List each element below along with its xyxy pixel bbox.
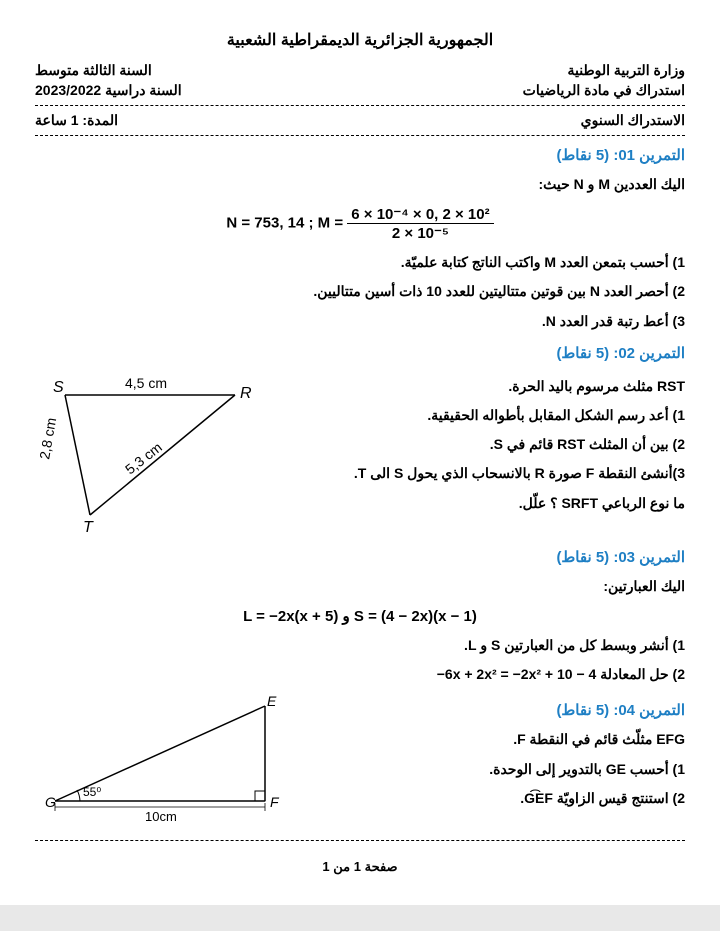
subject: استدراك في مادة الرياضيات [523,82,685,99]
svg-text:10cm: 10cm [145,809,177,824]
ex3-q1: 1) أنشر وبسط كل من العبارتين S و L. [35,633,685,658]
svg-text:E: E [267,693,277,709]
ex2-q3: 3)أنشئ النقطة F صورة R بالانسحاب الذي يح… [265,461,685,486]
svg-text:T: T [83,519,94,535]
ex2-triangle: S R T 4,5 cm 2,8 cm 5,3 cm [35,370,265,538]
ex3-formula: L = −2x(x + 5) و S = (4 − 2x)(x − 1) [35,607,685,625]
year: السنة دراسية 2023/2022 [35,82,182,99]
ministry: وزارة التربية الوطنية [567,62,685,79]
ex3-q2: 2) حل المعادلة 4 − 6x + 2x² = −2x² + 10− [35,662,685,687]
ex2-q1: 1) أعد رسم الشكل المقابل بأطواله الحقيقي… [265,403,685,428]
exam-type: الاستدراك السنوي [581,112,685,129]
country-title: الجمهورية الجزائرية الديمقراطية الشعبية [35,30,685,50]
ex2-q4: ما نوع الرباعي SRFT ؟ علّل. [265,491,685,516]
ex1-q2: 2) أحصر العدد N بين قوتين متتاليتين للعد… [35,279,685,304]
ex4-triangle: 55⁰ G F E 10cm [35,691,295,834]
svg-text:F: F [270,794,280,810]
page-footer: صفحة 1 من 1 [35,859,685,875]
ex2-intro: RST مثلث مرسوم باليد الحرة. [265,374,685,399]
ex4-intro: EFG مثلّث قائم في النقطة F. [295,727,685,752]
ex1-title: التمرين 01: (5 نقاط) [35,146,685,164]
svg-text:4,5 cm: 4,5 cm [125,375,167,391]
ex1-q1: 1) أحسب بتمعن العدد M واكتب الناتج كتابة… [35,250,685,275]
svg-text:R: R [240,385,252,402]
ex1-formula: N = 753, 14 ; M = 6 × 10⁻⁴ × 0, 2 × 10²2… [35,205,685,242]
svg-text:S: S [53,379,64,396]
ex4-title: التمرين 04: (5 نقاط) [295,701,685,719]
ex3-intro: اليك العبارتين: [35,574,685,599]
ex3-title: التمرين 03: (5 نقاط) [35,548,685,566]
ex2-title: التمرين 02: (5 نقاط) [35,344,685,362]
svg-text:G: G [45,794,56,810]
ex1-q3: 3) أعط رتبة قدر العدد N. [35,309,685,334]
svg-text:2,8 cm: 2,8 cm [36,416,59,460]
ex4-q1: 1) أحسب GE بالتدوير إلى الوحدة. [295,757,685,782]
ex4-q2: 2) استنتج قيس الزاويّة G͡EF. [295,786,685,811]
duration: المدة: 1 ساعة [35,112,118,129]
ex1-intro: اليك العددين M و N حيث: [35,172,685,197]
ex2-q2: 2) بين أن المثلث RST قائم في S. [265,432,685,457]
grade: السنة الثالثة متوسط [35,62,152,79]
svg-text:55⁰: 55⁰ [83,785,101,799]
